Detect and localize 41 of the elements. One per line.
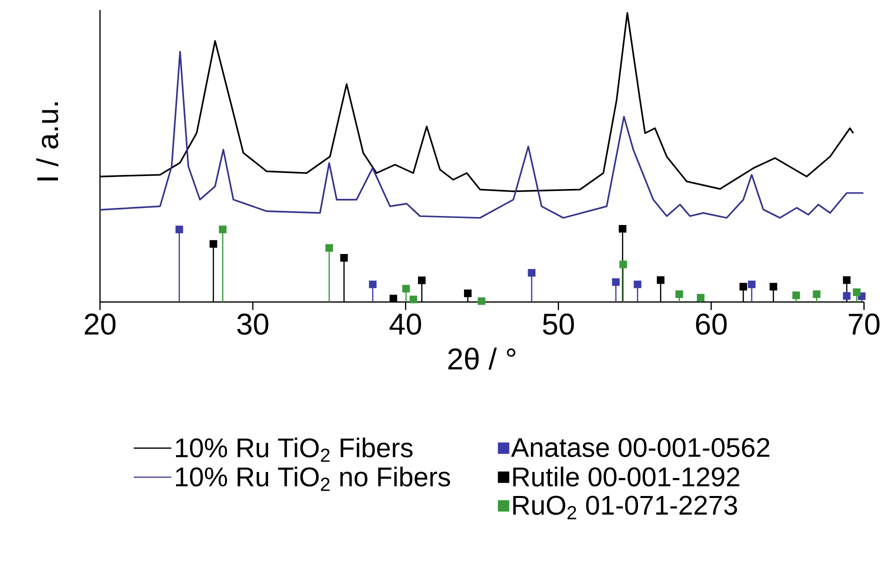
x-tick-label: 20 bbox=[84, 314, 116, 335]
point bbox=[792, 292, 800, 300]
x-axis-title: 2θ / ° bbox=[448, 348, 516, 370]
point bbox=[812, 290, 820, 298]
point bbox=[748, 280, 756, 288]
point bbox=[634, 280, 642, 288]
point bbox=[478, 297, 486, 305]
point bbox=[402, 284, 410, 292]
point bbox=[528, 269, 536, 277]
point bbox=[842, 276, 851, 284]
x-tick-label: 70 bbox=[848, 314, 880, 335]
point bbox=[418, 276, 426, 284]
point bbox=[739, 282, 748, 290]
point bbox=[218, 226, 226, 234]
point bbox=[390, 294, 398, 302]
x-tick-label: 30 bbox=[237, 314, 268, 335]
legend-label: RuO$_{2}$ 01-071-2273 bbox=[513, 496, 737, 520]
point bbox=[410, 296, 418, 304]
point bbox=[368, 280, 377, 288]
point bbox=[770, 282, 778, 290]
point bbox=[675, 290, 684, 298]
x-tick-label: 50 bbox=[542, 314, 574, 335]
x-tick-label: 40 bbox=[390, 314, 422, 335]
point bbox=[612, 278, 620, 286]
y-axis-title: I / a.u. bbox=[36, 102, 58, 180]
point bbox=[656, 276, 664, 284]
legend-label: Anatase 00-001-0562 bbox=[511, 438, 770, 458]
point bbox=[619, 260, 627, 268]
point bbox=[464, 290, 472, 298]
point bbox=[842, 292, 851, 300]
point bbox=[210, 240, 218, 248]
point bbox=[340, 254, 348, 262]
legend-label: 10% Ru TiO$_{2}$ no Fibers bbox=[176, 466, 450, 491]
legend-label: 10% Ru TiO$_{2}$ Fibers bbox=[176, 438, 413, 462]
x-tick-label: 60 bbox=[696, 314, 727, 335]
legend-label: Rutile 00-001-1292 bbox=[513, 466, 740, 486]
point bbox=[696, 294, 704, 302]
point bbox=[176, 226, 184, 234]
point bbox=[325, 244, 333, 252]
point bbox=[618, 225, 626, 233]
point bbox=[852, 288, 860, 296]
